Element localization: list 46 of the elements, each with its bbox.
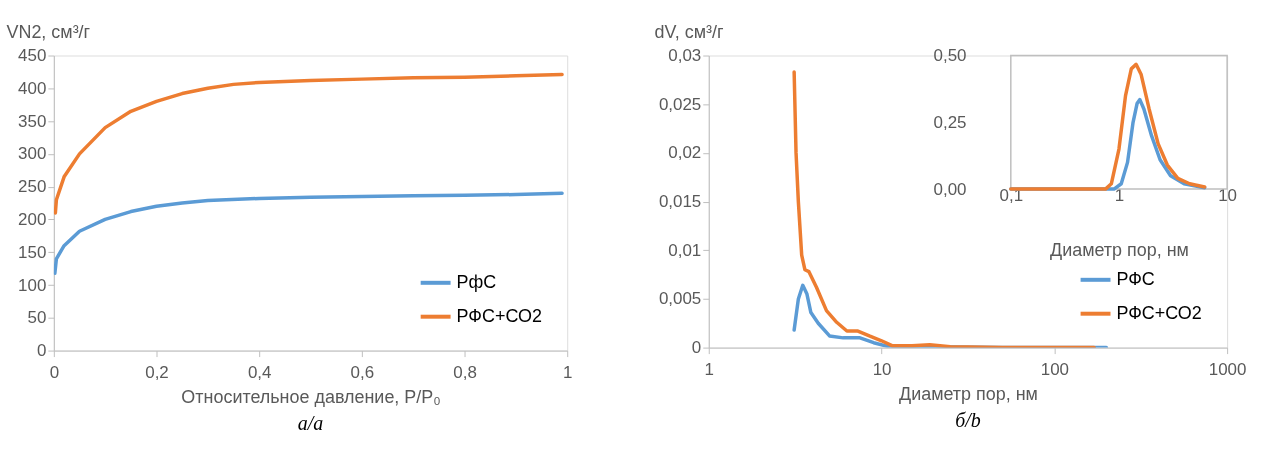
y-tick-label: 350 [18, 111, 47, 131]
text: б/b [955, 409, 981, 432]
legend-label: РФС [1116, 268, 1155, 289]
text: а/a [297, 412, 324, 435]
y-tick-label: 150 [18, 242, 47, 262]
y-tick-label: 450 [18, 46, 47, 65]
x-tick-label: 1000 [1208, 360, 1247, 380]
y-tick-label: 0,00 [933, 179, 967, 199]
y-tick-label: 0,25 [933, 112, 967, 132]
x-tick-label: 10 [1218, 185, 1238, 205]
y-tick-label: 300 [18, 144, 47, 164]
y-tick-label: 50 [27, 308, 47, 328]
y-tick-label: 0,03 [668, 46, 702, 65]
x-tick-label: 1 [1114, 185, 1125, 205]
x-axis-title: Диаметр пор, нм [1050, 240, 1189, 261]
y-tick-label: 0,02 [668, 143, 702, 163]
y-tick-label: 0,005 [658, 289, 702, 309]
line-series [53, 72, 564, 215]
x-tick-label: 10 [872, 360, 892, 380]
y-tick-label: 100 [18, 275, 47, 295]
y-tick-label: 200 [18, 209, 47, 229]
line-series [53, 191, 564, 275]
y-tick-label: 0 [691, 338, 702, 358]
y-axis-title: VN2, см³/г [6, 22, 91, 43]
y-axis-title: dV, см³/г [654, 22, 724, 43]
y-tick-label: 0 [36, 341, 47, 361]
x-tick-label: 0 [49, 363, 60, 382]
x-tick-label: 0,2 [145, 363, 169, 382]
x-tick-label: 1 [563, 363, 573, 382]
y-tick-label: 0,01 [668, 240, 702, 260]
x-tick-label: 0,8 [453, 363, 477, 382]
y-tick-label: 0,015 [658, 192, 702, 212]
y-tick-label: 400 [18, 78, 47, 98]
y-tick-label: 250 [18, 177, 47, 197]
x-tick-label: 0,6 [350, 363, 375, 382]
x-tick-label: 0,4 [247, 363, 272, 382]
y-tick-label: 0,025 [658, 94, 702, 114]
x-tick-label: 1 [704, 360, 714, 380]
x-tick-label: 100 [1040, 360, 1069, 380]
legend-label: РФС+СО2 [1116, 302, 1202, 323]
x-axis-title: Диаметр пор, нм [898, 383, 1038, 404]
x-axis-title: Относительное давление, P/P₀ [181, 386, 441, 407]
legend-label: РФС+СО2 [456, 305, 542, 326]
x-tick-label: 0,1 [999, 185, 1024, 205]
y-tick-label: 0,50 [933, 46, 967, 65]
legend-label: РфС [456, 271, 497, 292]
